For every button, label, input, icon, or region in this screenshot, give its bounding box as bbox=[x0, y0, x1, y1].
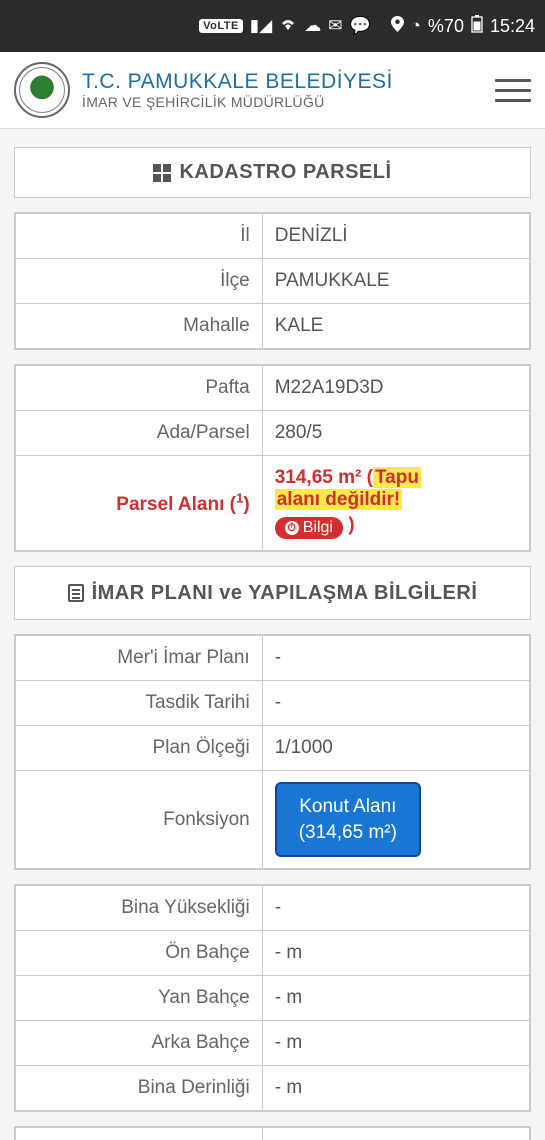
table-row: İlçe PAMUKKALE bbox=[16, 259, 530, 304]
tasdik-label: Tasdik Tarihi bbox=[16, 681, 263, 726]
kadastro-table-1: İl DENİZLİ İlçe PAMUKKALE Mahalle KALE bbox=[14, 212, 531, 350]
table-row: Pafta M22A19D3D bbox=[16, 366, 530, 411]
mahalle-value: KALE bbox=[262, 304, 529, 349]
parsel-alani-value: 314,65 m² (Tapu alanı değildir! ⏱ Bilgi … bbox=[262, 456, 529, 551]
table-row: Mahalle KALE bbox=[16, 304, 530, 349]
chat-icon: 💬 bbox=[349, 16, 370, 36]
clock: 15:24 bbox=[490, 16, 535, 37]
battery-icon bbox=[471, 15, 483, 38]
onbahce-label: Ön Bahçe bbox=[16, 931, 263, 976]
ilce-value: PAMUKKALE bbox=[262, 259, 529, 304]
cloud-icon: ☁ bbox=[304, 16, 321, 36]
tasdik-value: - bbox=[262, 681, 529, 726]
il-value: DENİZLİ bbox=[262, 214, 529, 259]
bilgi-button[interactable]: ⏱ Bilgi bbox=[275, 517, 343, 539]
content: KADASTRO PARSELİ İl DENİZLİ İlçe PAMUKKA… bbox=[0, 129, 545, 1140]
olcek-label: Plan Ölçeği bbox=[16, 726, 263, 771]
yanbahce-label: Yan Bahçe bbox=[16, 976, 263, 1021]
meri-label: Mer'i İmar Planı bbox=[16, 636, 263, 681]
imar-table: Mer'i İmar Planı - Tasdik Tarihi - Plan … bbox=[14, 634, 531, 870]
pafta-value: M22A19D3D bbox=[262, 366, 529, 411]
table-row: Yan Bahçe - m bbox=[16, 976, 530, 1021]
yukseklik-value: - bbox=[262, 886, 529, 931]
kadastro-title: KADASTRO PARSELİ bbox=[179, 161, 391, 184]
table-row: İl DENİZLİ bbox=[16, 214, 530, 259]
grid-icon bbox=[153, 164, 171, 182]
status-bar: VoLTE ▮◢ ☁ ✉ 💬 ◔ %70 15:24 bbox=[0, 0, 545, 52]
info-icon: ⏱ bbox=[285, 521, 299, 535]
kat-value: 3 Kat bbox=[262, 1128, 529, 1140]
olcek-value: 1/1000 bbox=[262, 726, 529, 771]
table-row: Mer'i İmar Planı - bbox=[16, 636, 530, 681]
yapilasma-table: Bina Yüksekliği - Ön Bahçe - m Yan Bahçe… bbox=[14, 884, 531, 1112]
app-header: T.C. PAMUKKALE BELEDİYESİ İMAR VE ŞEHİRC… bbox=[0, 52, 545, 129]
page-subtitle: İMAR VE ŞEHİRCİLİK MÜDÜRLÜĞÜ bbox=[82, 94, 483, 110]
table-row: Kat Adedi 3 Kat bbox=[16, 1128, 530, 1140]
table-row: Fonksiyon Konut Alanı (314,65 m²) bbox=[16, 771, 530, 869]
table-row: Ön Bahçe - m bbox=[16, 931, 530, 976]
imar-section-header: İMAR PLANI ve YAPILAŞMA BİLGİLERİ bbox=[14, 566, 531, 620]
mahalle-label: Mahalle bbox=[16, 304, 263, 349]
status-icons: VoLTE ▮◢ ☁ ✉ 💬 ◔ %70 15:24 bbox=[199, 15, 535, 38]
data-usage-icon: ◔ bbox=[411, 16, 421, 36]
volte-badge: VoLTE bbox=[199, 19, 243, 33]
menu-button[interactable] bbox=[495, 79, 531, 102]
kadastro-table-2: Pafta M22A19D3D Ada/Parsel 280/5 Parsel … bbox=[14, 364, 531, 552]
arkabahce-label: Arka Bahçe bbox=[16, 1021, 263, 1066]
meri-value: - bbox=[262, 636, 529, 681]
table-row: Plan Ölçeği 1/1000 bbox=[16, 726, 530, 771]
table-row: Parsel Alanı (1) 314,65 m² (Tapu alanı d… bbox=[16, 456, 530, 551]
table-row: Ada/Parsel 280/5 bbox=[16, 411, 530, 456]
parsel-alani-label: Parsel Alanı (1) bbox=[16, 456, 263, 551]
adaparsel-value: 280/5 bbox=[262, 411, 529, 456]
location-icon bbox=[391, 16, 404, 37]
municipality-logo bbox=[14, 62, 70, 118]
derinlik-value: - m bbox=[262, 1066, 529, 1111]
il-label: İl bbox=[16, 214, 263, 259]
kat-table: Kat Adedi 3 Kat bbox=[14, 1126, 531, 1140]
fonksiyon-label: Fonksiyon bbox=[16, 771, 263, 869]
ilce-label: İlçe bbox=[16, 259, 263, 304]
fonksiyon-value: Konut Alanı (314,65 m²) bbox=[262, 771, 529, 869]
kadastro-section-header: KADASTRO PARSELİ bbox=[14, 147, 531, 198]
pafta-label: Pafta bbox=[16, 366, 263, 411]
yanbahce-value: - m bbox=[262, 976, 529, 1021]
arkabahce-value: - m bbox=[262, 1021, 529, 1066]
page-title: T.C. PAMUKKALE BELEDİYESİ bbox=[82, 70, 483, 94]
wifi-icon bbox=[279, 16, 297, 36]
table-row: Tasdik Tarihi - bbox=[16, 681, 530, 726]
signal-icon: ▮◢ bbox=[250, 16, 272, 36]
adaparsel-label: Ada/Parsel bbox=[16, 411, 263, 456]
derinlik-label: Bina Derinliği bbox=[16, 1066, 263, 1111]
document-icon bbox=[68, 584, 84, 602]
yukseklik-label: Bina Yüksekliği bbox=[16, 886, 263, 931]
fonksiyon-button[interactable]: Konut Alanı (314,65 m²) bbox=[275, 782, 421, 857]
imar-title: İMAR PLANI ve YAPILAŞMA BİLGİLERİ bbox=[92, 580, 478, 606]
table-row: Arka Bahçe - m bbox=[16, 1021, 530, 1066]
mail-icon: ✉ bbox=[328, 16, 342, 36]
kat-label: Kat Adedi bbox=[16, 1128, 263, 1140]
battery-percent: %70 bbox=[428, 16, 464, 37]
onbahce-value: - m bbox=[262, 931, 529, 976]
table-row: Bina Yüksekliği - bbox=[16, 886, 530, 931]
table-row: Bina Derinliği - m bbox=[16, 1066, 530, 1111]
